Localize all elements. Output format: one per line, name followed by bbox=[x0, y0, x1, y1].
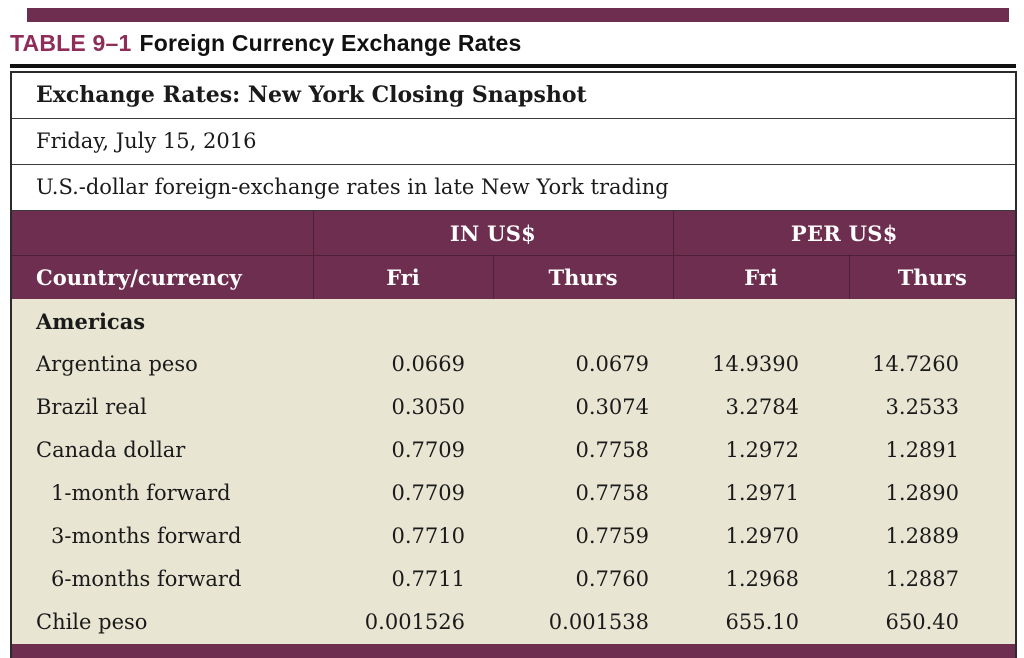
table-title: TABLE 9–1 Foreign Currency Exchange Rates bbox=[10, 30, 1016, 68]
table-row: 3-months forward 0.7710 0.7759 1.2970 1.… bbox=[11, 514, 1017, 558]
rate-value: 0.001526 bbox=[313, 600, 493, 644]
rate-value: 0.3050 bbox=[313, 385, 493, 429]
rate-value: 655.10 bbox=[673, 600, 849, 644]
rate-value: 3.2784 bbox=[673, 385, 849, 429]
table-description-row: U.S.-dollar foreign-exchange rates in la… bbox=[11, 164, 1017, 211]
rate-value: 0.7759 bbox=[493, 514, 673, 558]
rate-value: 1.2887 bbox=[849, 557, 1017, 601]
currency-name: Brazil real bbox=[11, 385, 313, 429]
rate-value: 1.2889 bbox=[849, 514, 1017, 558]
exchange-rates-table: Exchange Rates: New York Closing Snapsho… bbox=[10, 71, 1018, 658]
table-row: Chile peso 0.001526 0.001538 655.10 650.… bbox=[11, 600, 1017, 644]
rate-value: 650.40 bbox=[849, 600, 1017, 644]
rate-value: 14.7260 bbox=[849, 342, 1017, 386]
rate-value: 0.7711 bbox=[313, 557, 493, 601]
table-name: Foreign Currency Exchange Rates bbox=[139, 30, 522, 56]
table-row: 6-months forward 0.7711 0.7760 1.2968 1.… bbox=[11, 557, 1017, 601]
currency-name: Chile peso bbox=[11, 600, 313, 644]
group-header-in-us: IN US$ bbox=[312, 210, 673, 256]
rate-value: 3.2533 bbox=[849, 385, 1017, 429]
table-subtitle-row: Exchange Rates: New York Closing Snapsho… bbox=[11, 72, 1017, 119]
rate-value: 0.0679 bbox=[493, 342, 673, 386]
column-header-row: Country/currency Fri Thurs Fri Thurs bbox=[11, 255, 1017, 299]
rate-value: 1.2970 bbox=[673, 514, 849, 558]
table-row: 1-month forward 0.7709 0.7758 1.2971 1.2… bbox=[11, 471, 1017, 515]
currency-name: 3-months forward bbox=[11, 514, 313, 558]
column-header-thurs-per-us: Thurs bbox=[848, 255, 1017, 299]
rate-value: 1.2890 bbox=[849, 471, 1017, 515]
table-number-label: TABLE 9–1 bbox=[10, 30, 132, 56]
rate-value: 0.7709 bbox=[313, 471, 493, 515]
currency-name: Canada dollar bbox=[11, 428, 313, 472]
table-subtitle: Exchange Rates: New York Closing Snapsho… bbox=[11, 72, 1017, 119]
rate-value: 0.7758 bbox=[493, 471, 673, 515]
rate-value: 0.7760 bbox=[493, 557, 673, 601]
table-date-row: Friday, July 15, 2016 bbox=[11, 118, 1017, 165]
table-row: Canada dollar 0.7709 0.7758 1.2972 1.289… bbox=[11, 428, 1017, 472]
table-row: Argentina peso 0.0669 0.0679 14.9390 14.… bbox=[11, 342, 1017, 386]
rate-value: 0.7710 bbox=[313, 514, 493, 558]
rate-value: 0.3074 bbox=[493, 385, 673, 429]
rate-value: 14.9390 bbox=[673, 342, 849, 386]
column-header-country: Country/currency bbox=[11, 255, 313, 299]
top-decorative-bar bbox=[27, 8, 1009, 22]
column-header-thurs-in-us: Thurs bbox=[492, 255, 673, 299]
group-header-per-us: PER US$ bbox=[672, 210, 1017, 256]
rate-value: 0.0669 bbox=[313, 342, 493, 386]
rate-value: 1.2891 bbox=[849, 428, 1017, 472]
column-header-fri-per-us: Fri bbox=[672, 255, 849, 299]
rate-value: 1.2971 bbox=[673, 471, 849, 515]
group-header-row: IN US$ PER US$ bbox=[11, 210, 1017, 256]
rate-value: 0.7709 bbox=[313, 428, 493, 472]
table-date: Friday, July 15, 2016 bbox=[11, 118, 1017, 165]
group-header-spacer bbox=[11, 210, 313, 256]
table-row: Brazil real 0.3050 0.3074 3.2784 3.2533 bbox=[11, 385, 1017, 429]
bottom-decorative-band bbox=[11, 643, 1017, 658]
column-header-fri-in-us: Fri bbox=[312, 255, 493, 299]
currency-name: 1-month forward bbox=[11, 471, 313, 515]
rate-value: 0.001538 bbox=[493, 600, 673, 644]
rate-value: 0.7758 bbox=[493, 428, 673, 472]
table-description: U.S.-dollar foreign-exchange rates in la… bbox=[11, 164, 1017, 211]
section-header: Americas bbox=[11, 298, 1017, 343]
rate-value: 1.2972 bbox=[673, 428, 849, 472]
rate-value: 1.2968 bbox=[673, 557, 849, 601]
currency-name: Argentina peso bbox=[11, 342, 313, 386]
section-header-row: Americas bbox=[11, 298, 1017, 343]
currency-name: 6-months forward bbox=[11, 557, 313, 601]
